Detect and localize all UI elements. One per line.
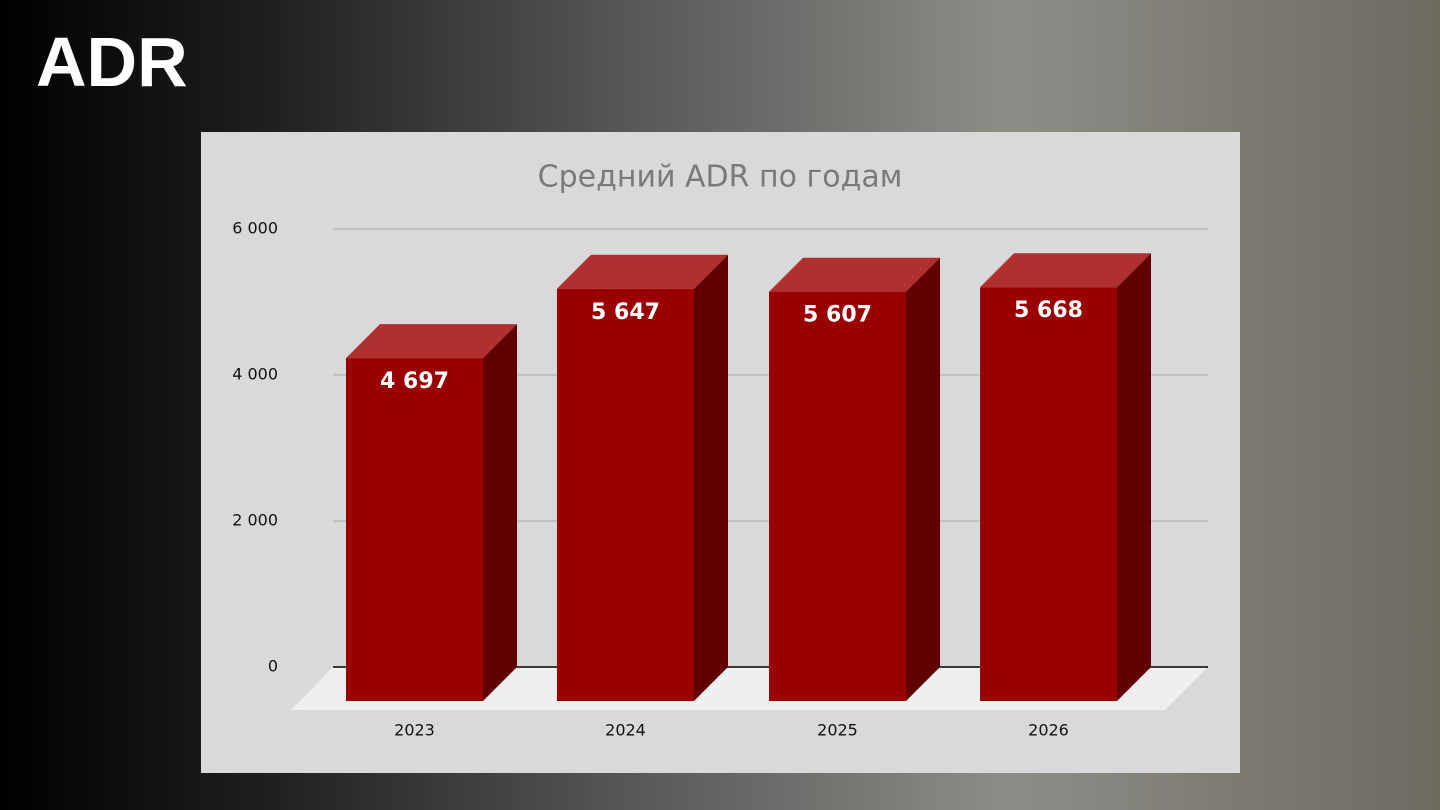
bar-front (769, 291, 906, 701)
value-label: 4 697 (380, 369, 449, 394)
bar-front (346, 358, 483, 701)
chart-title: Средний ADR по годам (538, 160, 903, 195)
floor (291, 667, 1208, 710)
value-label: 5 607 (803, 303, 872, 328)
y-tick-label: 2 000 (232, 511, 278, 530)
bar-top (346, 324, 517, 359)
x-tick-label: 2026 (1028, 721, 1069, 740)
x-tick-label: 2023 (394, 721, 435, 740)
bar-top (769, 257, 940, 292)
bar-top (557, 254, 728, 289)
bar-side (1117, 253, 1151, 701)
bar-side (906, 257, 940, 701)
bar-front (557, 288, 694, 701)
bar (557, 254, 728, 702)
value-label: 5 647 (591, 300, 660, 325)
bar (980, 253, 1151, 701)
bar-front (980, 287, 1117, 701)
y-tick-label: 6 000 (232, 219, 278, 238)
bar (346, 324, 517, 701)
x-tick-label: 2024 (605, 721, 646, 740)
value-label: 5 668 (1014, 298, 1083, 323)
bar-top (980, 253, 1151, 288)
bar-side (483, 324, 517, 701)
bar-side (694, 254, 728, 702)
bar (769, 257, 940, 701)
y-tick-label: 4 000 (232, 365, 278, 384)
slide-title: ADR (36, 23, 188, 101)
x-tick-label: 2025 (817, 721, 858, 740)
y-tick-label: 0 (268, 657, 278, 676)
